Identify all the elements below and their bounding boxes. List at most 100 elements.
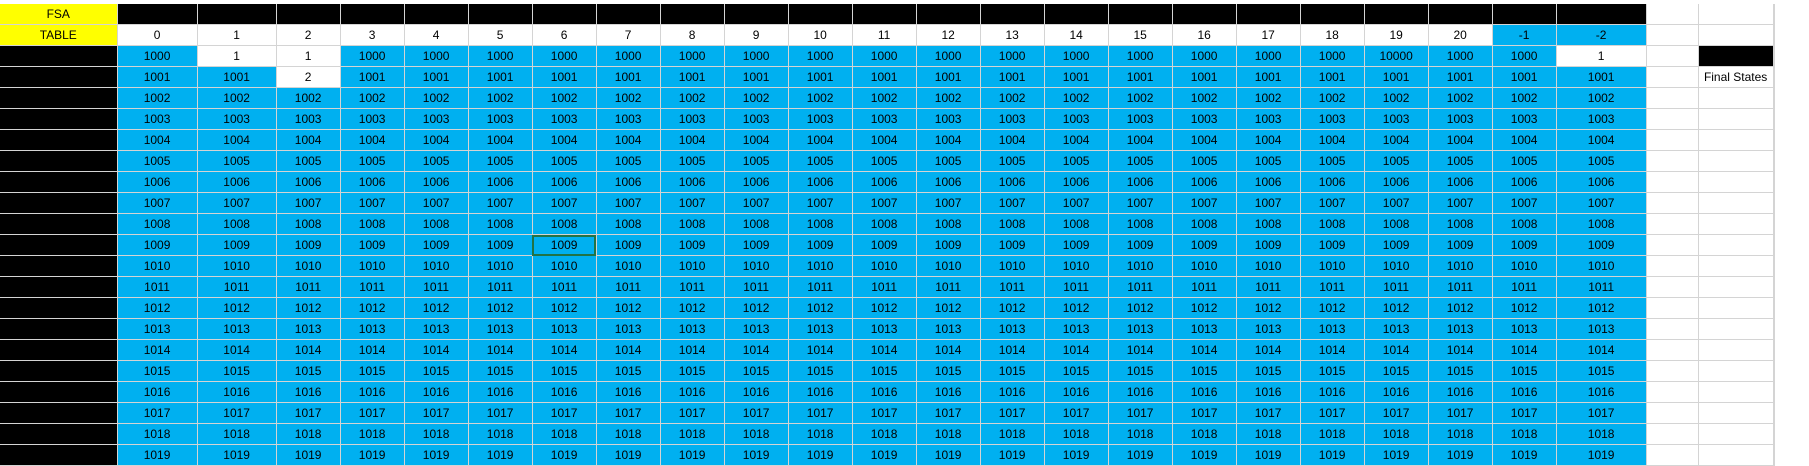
transition-cell[interactable]: 1008 bbox=[532, 213, 597, 235]
transition-cell[interactable]: 1002 bbox=[404, 87, 469, 109]
transition-cell[interactable]: 1000 bbox=[852, 45, 917, 67]
transition-cell[interactable]: 1007 bbox=[404, 192, 469, 214]
transition-cell[interactable]: 1005 bbox=[724, 150, 789, 172]
transition-cell[interactable]: 1017 bbox=[1108, 402, 1173, 424]
transition-cell[interactable]: 1019 bbox=[532, 444, 597, 466]
transition-cell[interactable]: 1018 bbox=[468, 423, 533, 445]
transition-cell[interactable]: 1008 bbox=[276, 213, 341, 235]
transition-cell[interactable]: 1010 bbox=[1492, 255, 1557, 277]
column-header[interactable]: = bbox=[660, 4, 725, 25]
transition-cell[interactable]: 1006 bbox=[980, 171, 1045, 193]
state-label[interactable]: periodTk bbox=[0, 276, 118, 298]
state-label[interactable]: plusTk bbox=[0, 171, 118, 193]
column-header[interactable]: } bbox=[1236, 4, 1301, 25]
transition-cell[interactable]: 1001 bbox=[1108, 66, 1173, 88]
transition-cell[interactable]: 1013 bbox=[532, 318, 597, 340]
transition-cell[interactable]: 1019 bbox=[660, 444, 725, 466]
column-header[interactable]: { bbox=[1172, 4, 1237, 25]
transition-cell[interactable]: 1018 bbox=[197, 423, 277, 445]
transition-cell[interactable]: 1003 bbox=[1492, 108, 1557, 130]
transition-cell[interactable]: 1000 bbox=[117, 45, 198, 67]
transition-cell[interactable]: 1004 bbox=[916, 129, 981, 151]
empty-cell[interactable] bbox=[1698, 255, 1774, 277]
transition-cell[interactable]: 1012 bbox=[117, 297, 198, 319]
transition-cell[interactable]: 1013 bbox=[1108, 318, 1173, 340]
transition-cell[interactable]: 1005 bbox=[1364, 150, 1429, 172]
transition-cell[interactable]: 1017 bbox=[117, 402, 198, 424]
empty-cell[interactable] bbox=[1773, 129, 1775, 151]
empty-cell[interactable] bbox=[1698, 360, 1774, 382]
empty-cell[interactable] bbox=[1646, 129, 1699, 151]
state-label[interactable]: leftBracketTk bbox=[0, 423, 118, 445]
transition-cell[interactable]: 1010 bbox=[1108, 255, 1173, 277]
transition-cell[interactable]: 1014 bbox=[1172, 339, 1237, 361]
transition-cell[interactable]: 1011 bbox=[788, 276, 853, 298]
transition-cell[interactable]: 1002 bbox=[724, 87, 789, 109]
transition-cell[interactable]: 1019 bbox=[1172, 444, 1237, 466]
transition-cell[interactable]: 1015 bbox=[852, 360, 917, 382]
empty-cell[interactable] bbox=[1646, 444, 1699, 466]
transition-cell[interactable]: 1017 bbox=[724, 402, 789, 424]
transition-cell[interactable]: 1001 bbox=[1236, 66, 1301, 88]
transition-cell[interactable]: 1009 bbox=[916, 234, 981, 256]
transition-cell[interactable]: 1019 bbox=[404, 444, 469, 466]
transition-cell[interactable]: 1009 bbox=[1300, 234, 1365, 256]
transition-cell[interactable]: 1004 bbox=[1556, 129, 1647, 151]
column-index[interactable]: 3 bbox=[340, 24, 405, 46]
transition-cell[interactable]: 1019 bbox=[468, 444, 533, 466]
transition-cell[interactable]: 1011 bbox=[532, 276, 597, 298]
transition-cell[interactable]: 1014 bbox=[852, 339, 917, 361]
transition-cell[interactable]: 1013 bbox=[1172, 318, 1237, 340]
transition-cell[interactable]: 1017 bbox=[660, 402, 725, 424]
transition-cell[interactable]: 1016 bbox=[197, 381, 277, 403]
column-index[interactable]: 16 bbox=[1172, 24, 1237, 46]
transition-cell[interactable]: 1006 bbox=[916, 171, 981, 193]
empty-cell[interactable] bbox=[1773, 87, 1775, 109]
transition-cell[interactable]: 1005 bbox=[276, 150, 341, 172]
transition-cell[interactable]: 1004 bbox=[404, 129, 469, 151]
transition-cell[interactable]: 1000 bbox=[1236, 45, 1301, 67]
empty-cell[interactable] bbox=[1646, 150, 1699, 172]
column-index[interactable]: 0 bbox=[117, 24, 198, 46]
transition-cell[interactable]: 1 bbox=[276, 45, 341, 67]
transition-cell[interactable]: 1014 bbox=[1044, 339, 1109, 361]
transition-cell[interactable]: 1003 bbox=[276, 108, 341, 130]
transition-cell[interactable]: 1018 bbox=[117, 423, 198, 445]
empty-cell[interactable] bbox=[1646, 360, 1699, 382]
transition-cell[interactable]: 1002 bbox=[1236, 87, 1301, 109]
transition-cell[interactable]: 1001 bbox=[1428, 66, 1493, 88]
empty-cell[interactable] bbox=[1646, 24, 1699, 46]
transition-cell[interactable]: 1019 bbox=[197, 444, 277, 466]
transition-cell[interactable]: 1009 bbox=[1236, 234, 1301, 256]
transition-cell[interactable]: 1018 bbox=[596, 423, 661, 445]
column-header[interactable]: . bbox=[916, 4, 981, 25]
empty-cell[interactable] bbox=[1646, 276, 1699, 298]
transition-cell[interactable]: 1004 bbox=[1364, 129, 1429, 151]
transition-cell[interactable]: 1015 bbox=[1428, 360, 1493, 382]
empty-cell[interactable] bbox=[1773, 297, 1775, 319]
transition-cell[interactable]: 1011 bbox=[340, 276, 405, 298]
empty-cell[interactable] bbox=[1646, 171, 1699, 193]
transition-cell[interactable]: 1013 bbox=[916, 318, 981, 340]
transition-cell[interactable]: 1004 bbox=[468, 129, 533, 151]
transition-cell[interactable]: 1012 bbox=[532, 297, 597, 319]
transition-cell[interactable]: 1014 bbox=[117, 339, 198, 361]
transition-cell[interactable]: 1008 bbox=[117, 213, 198, 235]
transition-cell[interactable]: 1005 bbox=[660, 150, 725, 172]
transition-cell[interactable]: 1012 bbox=[1364, 297, 1429, 319]
transition-cell[interactable]: 1000 bbox=[340, 45, 405, 67]
empty-cell[interactable] bbox=[1698, 24, 1774, 46]
transition-cell[interactable]: 1014 bbox=[1300, 339, 1365, 361]
column-index[interactable]: 8 bbox=[660, 24, 725, 46]
transition-cell[interactable]: 1000 bbox=[724, 45, 789, 67]
transition-cell[interactable]: 1003 bbox=[788, 108, 853, 130]
transition-cell[interactable]: 1014 bbox=[916, 339, 981, 361]
column-index[interactable]: 1 bbox=[197, 24, 277, 46]
transition-cell[interactable]: 1008 bbox=[1556, 213, 1647, 235]
transition-cell[interactable]: 1009 bbox=[1556, 234, 1647, 256]
transition-cell[interactable]: 1018 bbox=[916, 423, 981, 445]
transition-cell[interactable]: 1016 bbox=[1108, 381, 1173, 403]
transition-cell[interactable]: 1013 bbox=[1236, 318, 1301, 340]
transition-cell[interactable]: 1019 bbox=[852, 444, 917, 466]
column-index[interactable]: 18 bbox=[1300, 24, 1365, 46]
